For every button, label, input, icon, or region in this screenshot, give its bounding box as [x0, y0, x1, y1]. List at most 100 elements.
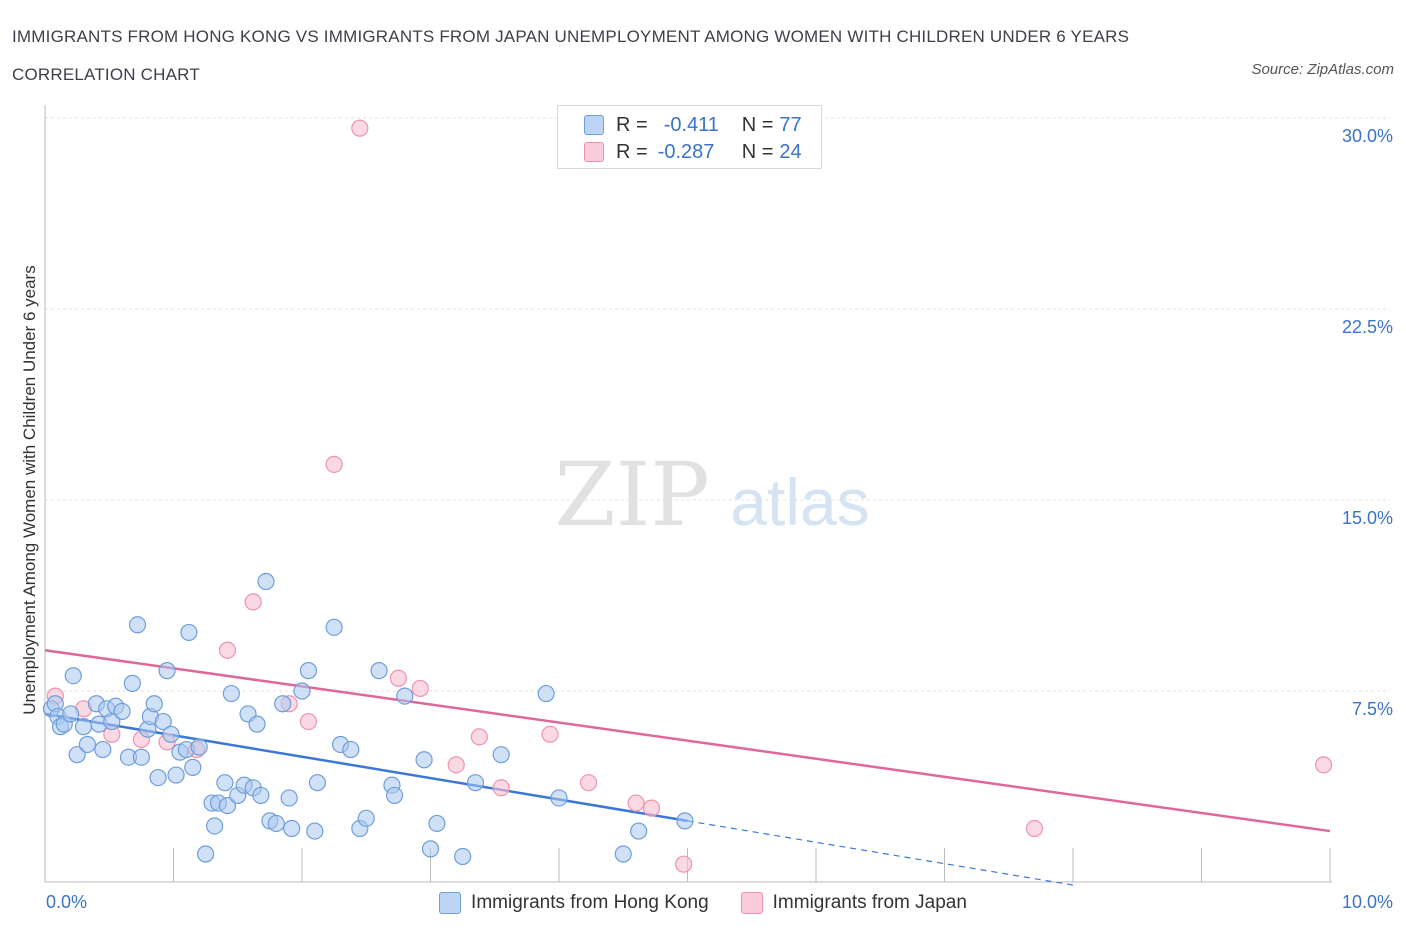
chart-title: IMMIGRANTS FROM HONG KONG VS IMMIGRANTS … — [12, 27, 1130, 84]
data-point-hong-kong — [614, 845, 632, 863]
data-point-japan — [447, 756, 465, 774]
legend-row-hong-kong: R = -0.411 N = 77 — [584, 112, 802, 138]
legend-label-japan: Immigrants from Japan — [772, 892, 967, 913]
data-point-japan — [1025, 819, 1044, 838]
data-point-japan — [244, 593, 262, 611]
data-point-hong-kong — [357, 809, 375, 827]
data-point-hong-kong — [283, 819, 301, 838]
data-point-hong-kong — [123, 674, 141, 692]
legend-label-hong-kong: Immigrants from Hong Kong — [471, 892, 709, 913]
tick-labels: 7.5% 15.0% 22.5% 30.0% 0.0% 10.0% — [46, 126, 1393, 912]
data-point-japan — [218, 641, 237, 659]
data-point-hong-kong — [154, 712, 172, 731]
legend-n-value: 24 — [779, 140, 802, 163]
data-point-hong-kong — [299, 662, 318, 680]
data-point-hong-kong — [370, 662, 388, 680]
data-point-hong-kong — [94, 740, 112, 759]
data-point-hong-kong — [184, 758, 202, 777]
data-point-hong-kong — [162, 725, 180, 743]
data-point-hong-kong — [280, 789, 298, 807]
legend-swatch-japan — [740, 892, 763, 914]
legend-item-japan[interactable]: Immigrants from Japan — [740, 892, 967, 914]
trend-line-japan — [44, 649, 1331, 833]
data-point-hong-kong — [167, 766, 185, 784]
data-point-hong-kong — [385, 786, 404, 805]
data-point-hong-kong — [306, 822, 324, 840]
data-point-hong-kong — [676, 812, 694, 830]
legend-n-value: 77 — [779, 113, 802, 136]
data-point-hong-kong — [218, 796, 237, 815]
legend-r-value: -0.411 — [663, 113, 719, 136]
data-point-japan — [642, 799, 661, 817]
data-point-japan — [627, 794, 645, 812]
data-point-japan — [579, 774, 598, 792]
data-point-hong-kong — [415, 751, 433, 769]
data-point-hong-kong — [62, 705, 80, 723]
data-point-japan — [325, 455, 343, 473]
data-point-hong-kong — [325, 618, 343, 636]
data-point-hong-kong — [180, 623, 198, 642]
data-point-hong-kong — [550, 789, 568, 807]
y-tick-label: 15.0% — [1342, 508, 1393, 528]
y-axis-label: Unemployment Among Women with Children U… — [20, 265, 39, 715]
legend-row-japan: R = -0.287 N = 24 — [584, 139, 802, 165]
data-point-hong-kong — [293, 682, 311, 700]
data-point-hong-kong — [252, 786, 270, 805]
data-point-hong-kong — [342, 740, 360, 759]
data-point-hong-kong — [222, 684, 240, 703]
series-legend: Immigrants from Hong Kong Immigrants fro… — [0, 888, 1406, 918]
watermark: ZIP atlas — [554, 443, 869, 546]
data-point-hong-kong — [216, 774, 234, 792]
points-hong-kong — [42, 572, 694, 866]
data-point-hong-kong — [454, 847, 472, 866]
data-point-hong-kong — [68, 746, 86, 764]
data-point-hong-kong — [158, 662, 176, 680]
data-point-japan — [470, 728, 488, 746]
data-point-japan — [675, 855, 693, 873]
y-tick-label: 22.5% — [1342, 317, 1393, 337]
watermark-zip: ZIP — [554, 443, 709, 546]
data-point-hong-kong — [396, 687, 414, 705]
legend-swatch-hong-kong — [439, 892, 462, 914]
data-point-japan — [541, 725, 559, 743]
legend-swatch-japan — [584, 142, 604, 162]
data-point-hong-kong — [257, 572, 275, 591]
data-point-hong-kong — [428, 814, 446, 833]
correlation-legend: R = -0.411 N = 77 R = -0.287 N = 24 — [557, 105, 822, 169]
data-point-hong-kong — [78, 735, 97, 754]
data-point-japan — [492, 779, 510, 797]
trend-line-hong-kong-extension — [687, 820, 1074, 886]
legend-n-label: N = — [741, 140, 774, 163]
data-point-japan — [299, 712, 318, 731]
legend-n-label: N = — [741, 113, 774, 136]
x-tick-label: 10.0% — [1342, 892, 1393, 912]
data-point-hong-kong — [74, 718, 93, 736]
data-point-japan — [411, 679, 429, 698]
y-tick-label: 30.0% — [1342, 126, 1393, 146]
legend-item-hong-kong[interactable]: Immigrants from Hong Kong — [439, 892, 709, 914]
data-point-hong-kong — [132, 748, 150, 766]
data-point-japan — [1314, 756, 1333, 774]
data-point-hong-kong — [466, 774, 485, 792]
data-point-hong-kong — [248, 715, 266, 733]
y-tick-label: 7.5% — [1352, 699, 1393, 719]
legend-r-label: R = — [616, 140, 648, 163]
data-point-hong-kong — [630, 822, 648, 840]
data-point-hong-kong — [308, 774, 327, 792]
axes — [44, 105, 1332, 883]
data-point-hong-kong — [492, 746, 510, 764]
data-point-hong-kong — [274, 695, 292, 713]
x-tick-label: 0.0% — [46, 892, 87, 912]
data-point-hong-kong — [197, 845, 215, 863]
data-point-hong-kong — [421, 840, 440, 858]
data-point-hong-kong — [149, 768, 167, 787]
data-point-hong-kong — [267, 814, 285, 833]
source-label: Source: ZipAtlas.com — [1251, 61, 1394, 78]
data-point-japan — [351, 119, 369, 137]
legend-swatch-hong-kong — [584, 115, 604, 135]
data-point-hong-kong — [128, 616, 147, 634]
watermark-atlas: atlas — [730, 465, 869, 539]
data-point-hong-kong — [145, 695, 163, 713]
legend-r-value: -0.287 — [657, 140, 715, 163]
